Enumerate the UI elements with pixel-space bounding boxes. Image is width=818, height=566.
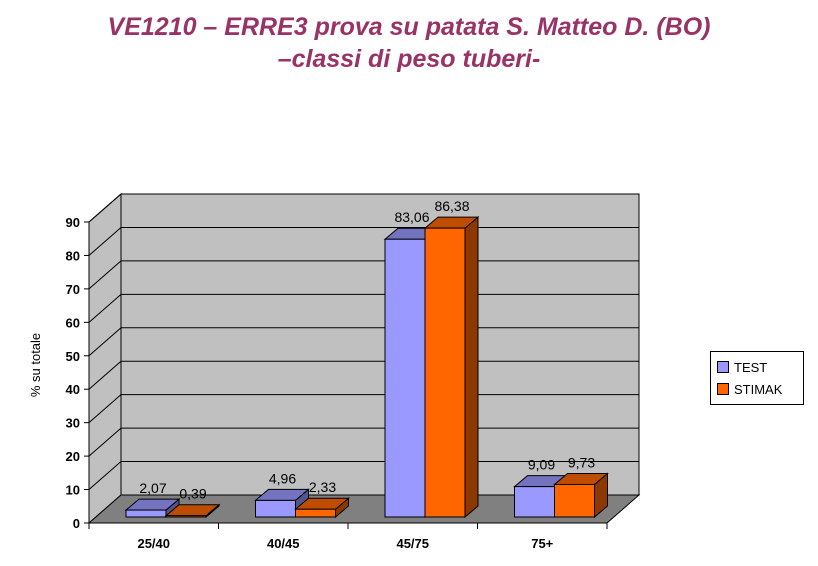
y-tick-label: 80 (66, 248, 80, 263)
legend-item-test: TEST (717, 359, 767, 375)
bar-side (464, 216, 479, 519)
side-wall (88, 192, 122, 525)
bar-front (514, 486, 555, 518)
y-tick-label: 10 (66, 483, 80, 498)
bar-front (295, 508, 336, 518)
legend-swatch-test (717, 361, 729, 373)
chart-title-line2: –classi di peso tuberi- (277, 45, 541, 73)
bar-front (554, 483, 595, 518)
y-tick-label: 70 (66, 282, 80, 297)
legend-label-stimak: STIMAK (734, 381, 783, 397)
data-label: 4,96 (269, 470, 296, 486)
data-label: 9,09 (528, 457, 555, 473)
chart-legend: TEST STIMAK (710, 351, 804, 405)
bar-stimak-40-45 (294, 497, 350, 519)
bar-front (255, 499, 296, 518)
x-tick-label: 25/40 (137, 536, 170, 551)
legend-swatch-stimak (717, 383, 729, 395)
back-wall (120, 193, 640, 496)
bar-front (165, 515, 207, 518)
chart-title-line1: VE1210 – ERRE3 prova su patata S. Matteo… (107, 13, 711, 41)
y-axis-label: % su totale (28, 333, 43, 397)
data-label: 9,73 (568, 454, 595, 470)
y-tick-label: 20 (66, 449, 80, 464)
bar-front (424, 227, 466, 518)
gridline (88, 193, 639, 223)
x-tick-label: 40/45 (267, 536, 300, 551)
x-tick-label: 45/75 (396, 536, 429, 551)
data-label: 86,38 (434, 198, 469, 214)
y-tick-label: 50 (66, 349, 80, 364)
bar-stimak-75- (553, 472, 609, 519)
x-tick-label: 75+ (531, 536, 553, 551)
y-tick-label: 90 (66, 215, 80, 230)
bar-front (384, 238, 426, 518)
legend-item-stimak: STIMAK (717, 381, 782, 397)
legend-label-test: TEST (734, 359, 768, 375)
bar-stimak-45-75 (423, 216, 480, 519)
data-label: 83,06 (394, 209, 429, 225)
bar-stimak-25-40 (164, 503, 221, 519)
y-tick-label: 0 (73, 516, 80, 531)
data-label: 2,07 (139, 480, 166, 496)
y-tick-label: 30 (66, 416, 80, 431)
data-label: 0,39 (179, 486, 206, 502)
y-tick-label: 40 (66, 382, 80, 397)
data-label: 2,33 (309, 479, 336, 495)
bar-test-25-40 (124, 497, 181, 519)
bar-front (125, 509, 167, 518)
y-tick-label: 60 (66, 315, 80, 330)
